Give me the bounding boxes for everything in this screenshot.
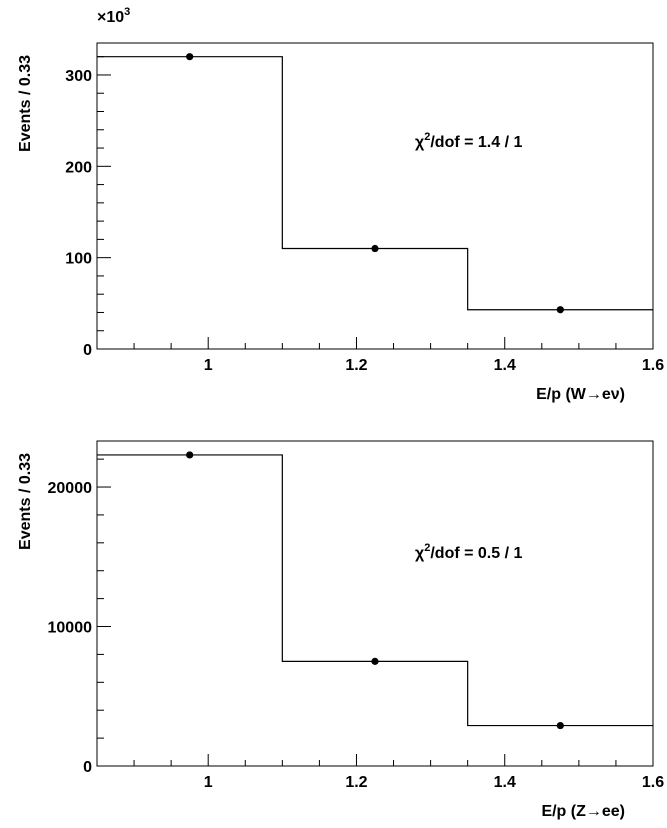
x-axis-label: E/p (Z→ee)	[541, 803, 625, 820]
data-point	[186, 451, 194, 459]
x-tick-label: 1	[204, 774, 213, 791]
x-tick-label: 1.4	[494, 357, 516, 374]
y-tick-label: 100	[65, 251, 92, 268]
x-tick-label: 1.2	[345, 774, 367, 791]
x-tick-label: 1	[204, 357, 213, 374]
plot-frame	[96, 440, 654, 767]
x-axis-label: E/p (W→eν)	[536, 386, 625, 403]
y-tick-label: 20000	[48, 480, 93, 497]
y-tick-label: 0	[83, 759, 92, 776]
histogram-steps	[97, 454, 653, 727]
y-axis-label: Events / 0.33	[17, 55, 34, 152]
histogram-steps	[97, 56, 653, 311]
y-axis-label: Events / 0.33	[17, 453, 34, 550]
data-point	[556, 306, 564, 314]
chi2-annotation: χ2/dof = 0.5 / 1	[415, 542, 522, 562]
chi2-annotation: χ2/dof = 1.4 / 1	[415, 131, 522, 151]
plot-frame	[96, 42, 654, 350]
data-point	[186, 53, 194, 61]
y-axis-multiplier: ×103	[97, 6, 130, 26]
data-point	[371, 657, 379, 665]
data-point	[556, 721, 564, 730]
y-tick-label: 200	[65, 159, 92, 176]
bottom-panel: 1 1.2 1.4 1.6 0 10000 20000 χ2/dof = 0.5 / 1 E/p…	[17, 440, 664, 820]
x-tick-label: 1.2	[345, 357, 367, 374]
y-tick-label: 10000	[48, 620, 93, 637]
y-tick-label: 0	[83, 342, 92, 359]
x-tick-label: 1.6	[642, 774, 664, 791]
x-tick-label: 1.4	[494, 774, 516, 791]
top-panel: 1 1.2 1.4 1.6 0 100 200 300 ×103 χ2/dof = 1.4 / 1…	[17, 6, 664, 403]
y-tick-label: 300	[65, 68, 92, 85]
x-tick-label: 1.6	[642, 357, 664, 374]
data-point	[371, 244, 379, 253]
